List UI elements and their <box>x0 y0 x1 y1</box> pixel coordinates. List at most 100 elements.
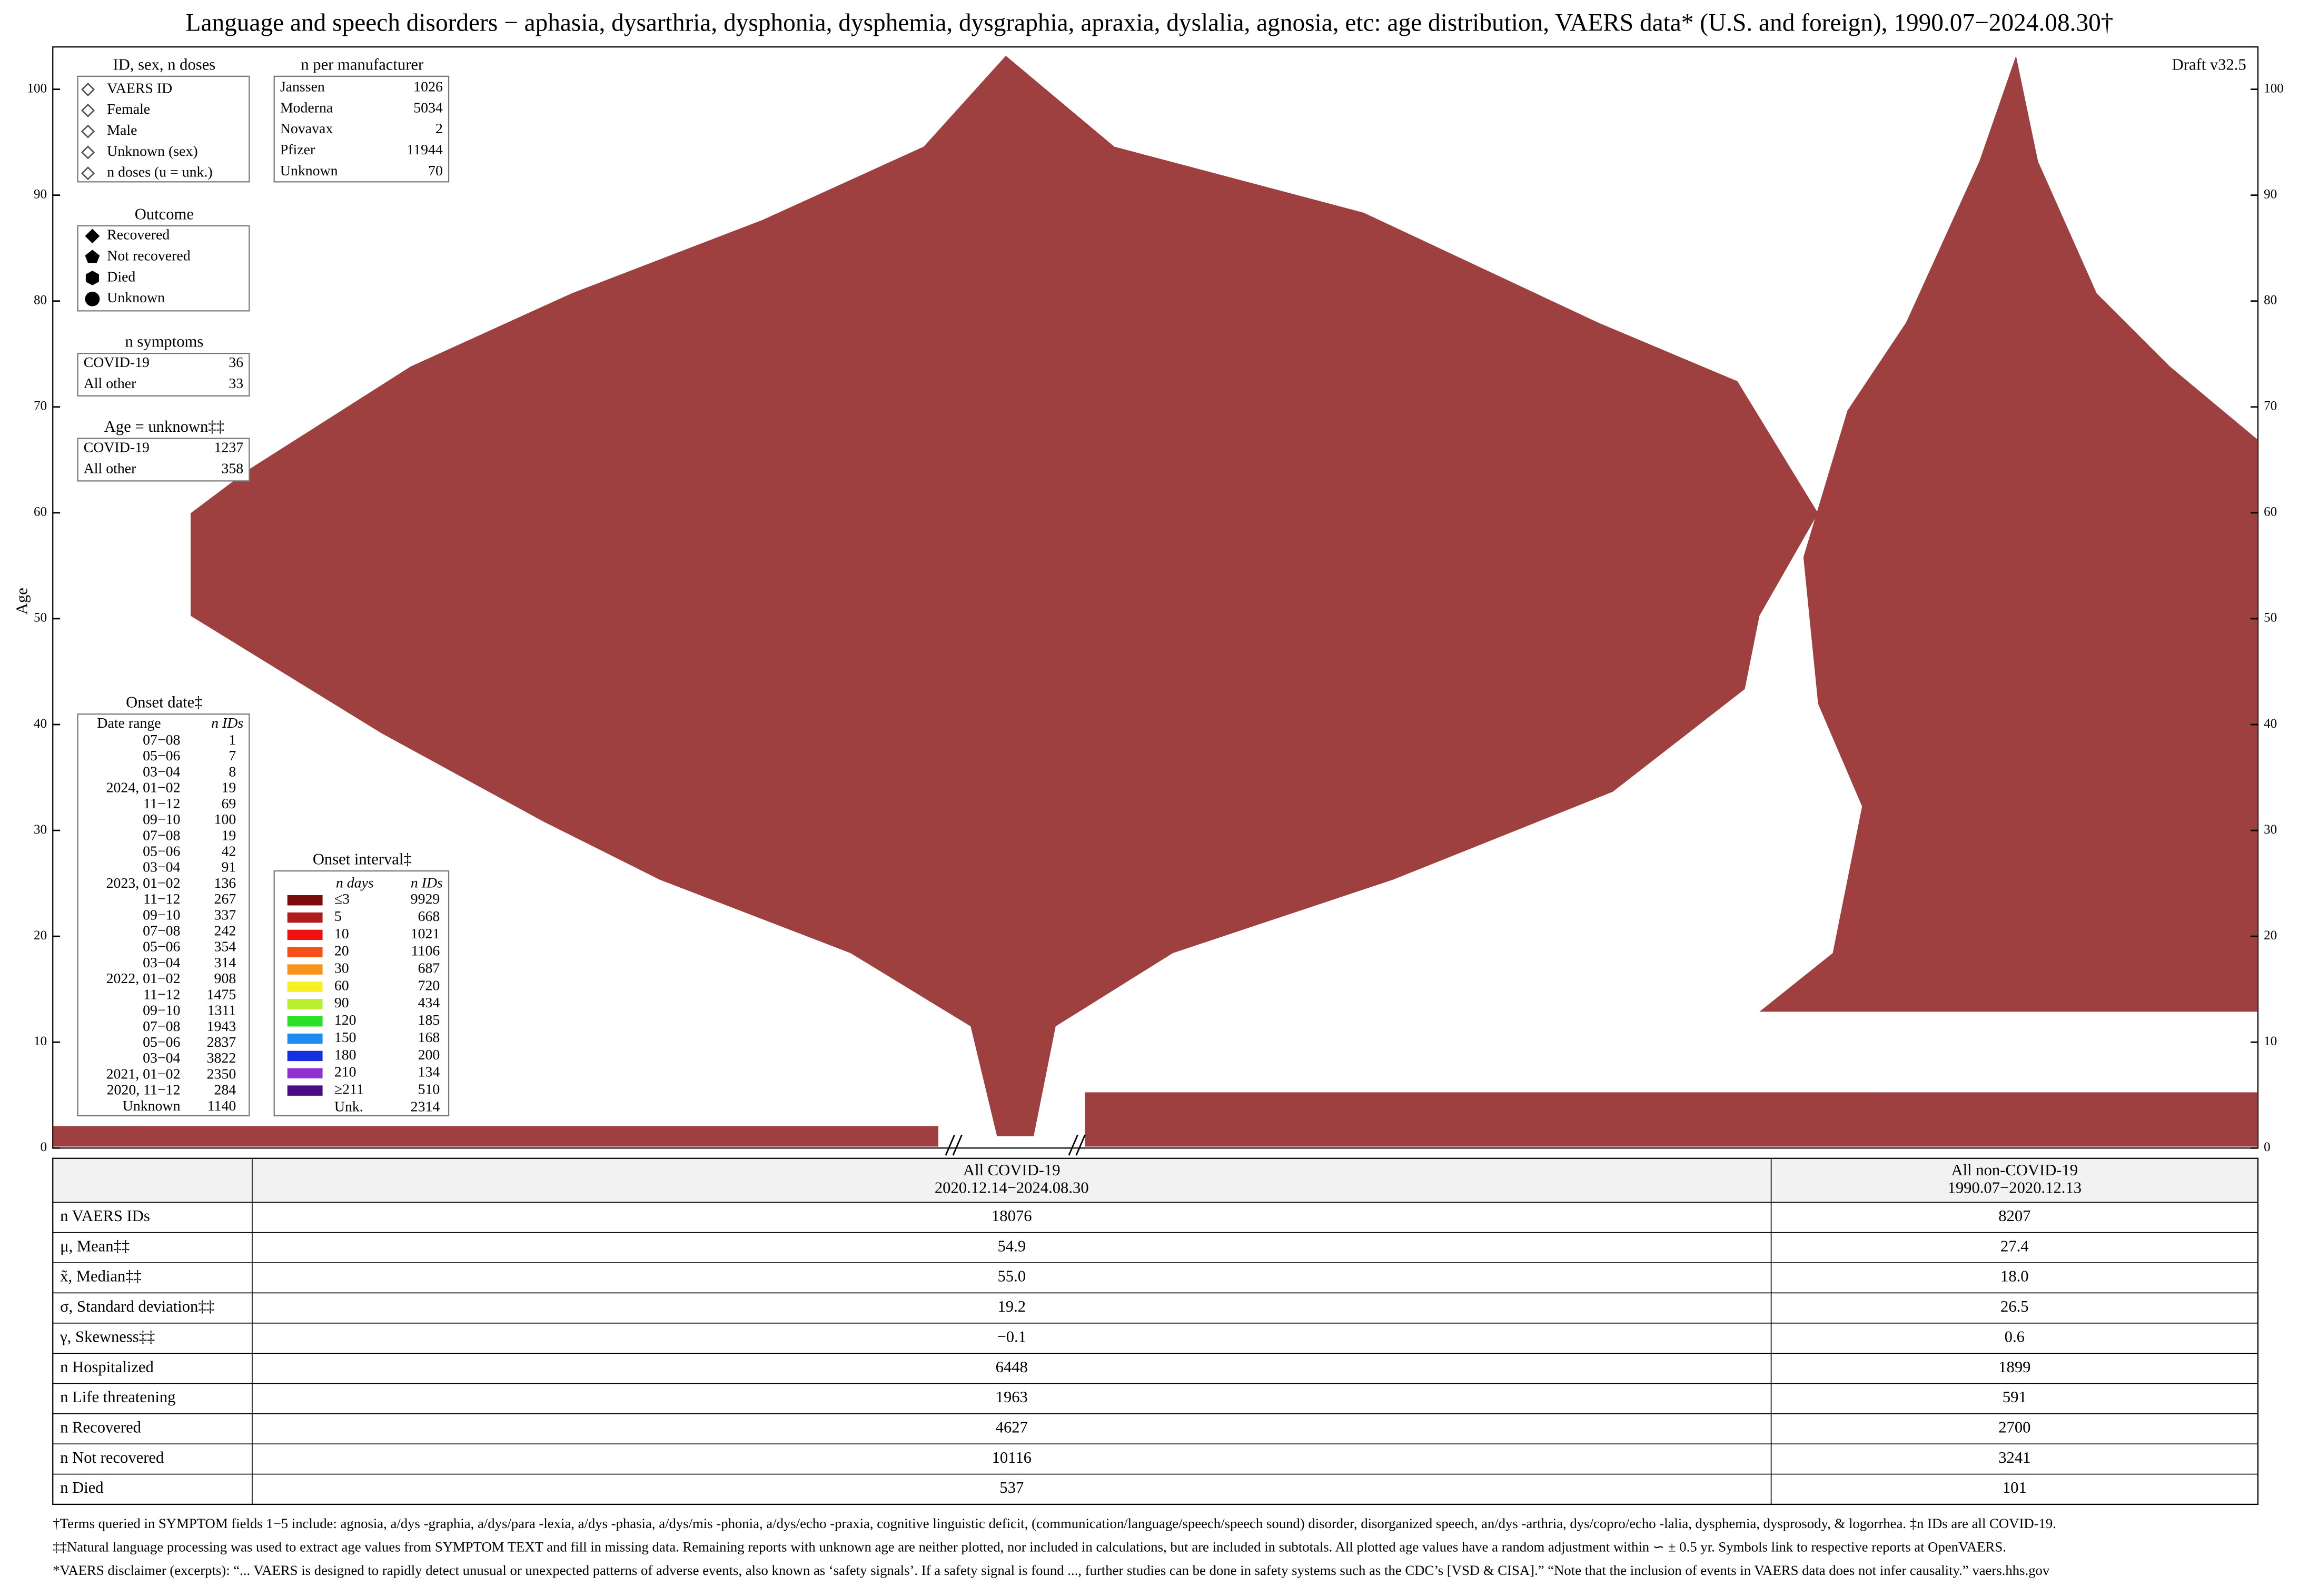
legend-item: Janssen <box>280 79 325 95</box>
chart-title: Language and speech disorders − aphasia,… <box>186 9 2114 36</box>
legend-count: 1106 <box>411 943 440 959</box>
legend-item: 2023, 01−02 <box>106 875 181 891</box>
legend-item: 03−04 <box>143 1050 180 1066</box>
draft-label: Draft v32.5 <box>2172 55 2246 73</box>
legend-count: 134 <box>418 1064 440 1080</box>
table-cell: 8207 <box>1998 1207 2030 1225</box>
table-cell: 6448 <box>996 1358 1028 1376</box>
legend-header: n IDs <box>211 715 243 731</box>
table-cell: 1963 <box>996 1388 1028 1406</box>
legend-item: 11−12 <box>143 986 180 1003</box>
legend-item: 60 <box>334 977 349 994</box>
legend-swatch <box>287 1033 323 1044</box>
swarm-strip <box>1085 1092 2258 1147</box>
column-range: 1990.07−2020.12.13 <box>1948 1178 2082 1196</box>
legend-swatch <box>287 1068 323 1079</box>
legend-title: Onset date‡ <box>126 693 202 711</box>
y-tick-label: 20 <box>2264 928 2277 943</box>
legend-title: n symptoms <box>125 333 203 351</box>
table-cell: 1899 <box>1998 1358 2030 1376</box>
legend-item: 07−08 <box>143 827 180 844</box>
table-cell: 4627 <box>996 1419 1028 1436</box>
legend-count: 510 <box>418 1082 440 1098</box>
y-tick-label: 30 <box>2264 822 2277 837</box>
y-tick-label: 80 <box>2264 293 2277 307</box>
legend-item: 11−12 <box>143 796 180 812</box>
row-label: μ, Mean‡‡ <box>60 1237 130 1255</box>
column-title: All non-COVID-19 <box>1951 1161 2078 1179</box>
table-cell: 18076 <box>992 1207 1032 1225</box>
footnote: †Terms queried in SYMPTOM fields 1−5 inc… <box>53 1515 2056 1531</box>
legend-item: 05−06 <box>143 843 180 859</box>
table-cell: −0.1 <box>997 1327 1026 1345</box>
legend-item: 90 <box>334 995 349 1011</box>
legend-count: 91 <box>221 859 236 876</box>
y-tick-label: 50 <box>34 611 47 625</box>
legend-symbol <box>85 229 100 244</box>
legend-item: 150 <box>334 1029 356 1046</box>
legend-item: COVID-19 <box>84 354 150 371</box>
legend-count: 1140 <box>207 1098 236 1114</box>
legend-title: ID, sex, n doses <box>113 55 216 73</box>
legend-box <box>77 75 250 183</box>
table-cell: 54.9 <box>997 1237 1026 1255</box>
swarm-strip <box>53 1126 939 1147</box>
legend-count: 1943 <box>207 1018 236 1035</box>
legend-count: 8 <box>229 764 236 780</box>
legend-swatch <box>287 912 323 923</box>
legend-count: 267 <box>214 891 236 907</box>
y-tick-label: 60 <box>2264 505 2277 519</box>
legend-count: 2314 <box>411 1098 440 1115</box>
y-tick-label: 90 <box>2264 187 2277 201</box>
legend-item: 05−06 <box>143 1034 180 1050</box>
y-tick-label: 10 <box>2264 1034 2277 1048</box>
legend-header: n IDs <box>411 875 443 891</box>
y-tick-label: 90 <box>34 187 47 201</box>
legend-swatch <box>287 982 323 992</box>
table-cell: 18.0 <box>2000 1267 2029 1285</box>
legend-item: 03−04 <box>143 955 180 971</box>
legend-count: 100 <box>214 811 236 828</box>
legend-count: 2837 <box>207 1034 236 1050</box>
legend-count: 11944 <box>407 142 443 158</box>
legend-symbol <box>81 124 95 138</box>
break-mark <box>952 1134 963 1156</box>
row-label: n VAERS IDs <box>60 1207 150 1225</box>
legend-count: 354 <box>214 939 236 955</box>
legend-item: 2020, 11−12 <box>107 1082 181 1098</box>
table-cell: 10116 <box>992 1449 1032 1466</box>
legend-symbol <box>81 166 95 181</box>
legend-count: 69 <box>221 796 236 812</box>
legend-box <box>77 713 250 1117</box>
legend-count: 36 <box>229 354 243 371</box>
legend-item: Recovered <box>107 227 170 243</box>
footnote: *VAERS disclaimer (excerpts): “... VAERS… <box>53 1562 2050 1578</box>
legend-count: 2 <box>435 121 443 137</box>
legend-item: 2021, 01−02 <box>106 1066 181 1082</box>
legend-item: 5 <box>334 908 342 925</box>
legend-count: 42 <box>221 843 236 859</box>
legend-item: n doses (u = unk.) <box>107 164 212 181</box>
legend-count: 720 <box>418 977 440 994</box>
legend-count: 1026 <box>413 79 443 95</box>
legend-item: 11−12 <box>143 891 180 907</box>
table-cell: 101 <box>2003 1479 2027 1496</box>
row-label: γ, Skewness‡‡ <box>60 1327 155 1345</box>
legend-box <box>77 225 250 312</box>
y-tick-label: 70 <box>34 399 47 413</box>
row-label: n Recovered <box>60 1419 141 1436</box>
legend-count: 434 <box>418 995 440 1011</box>
legend-header: n days <box>336 875 374 891</box>
legend-box <box>77 353 250 396</box>
y-tick-label: 0 <box>41 1140 47 1154</box>
legend-item: Unk. <box>334 1098 363 1115</box>
legend-item: Unknown (sex) <box>107 143 197 160</box>
table-cell: 591 <box>2003 1388 2027 1406</box>
legend-item: 07−08 <box>143 1018 180 1035</box>
y-tick-label: 10 <box>34 1034 47 1048</box>
legend-count: 5034 <box>413 100 443 116</box>
y-tick-label: 30 <box>34 822 47 837</box>
legend-symbol <box>85 250 100 263</box>
table-cell: 27.4 <box>2000 1237 2029 1255</box>
